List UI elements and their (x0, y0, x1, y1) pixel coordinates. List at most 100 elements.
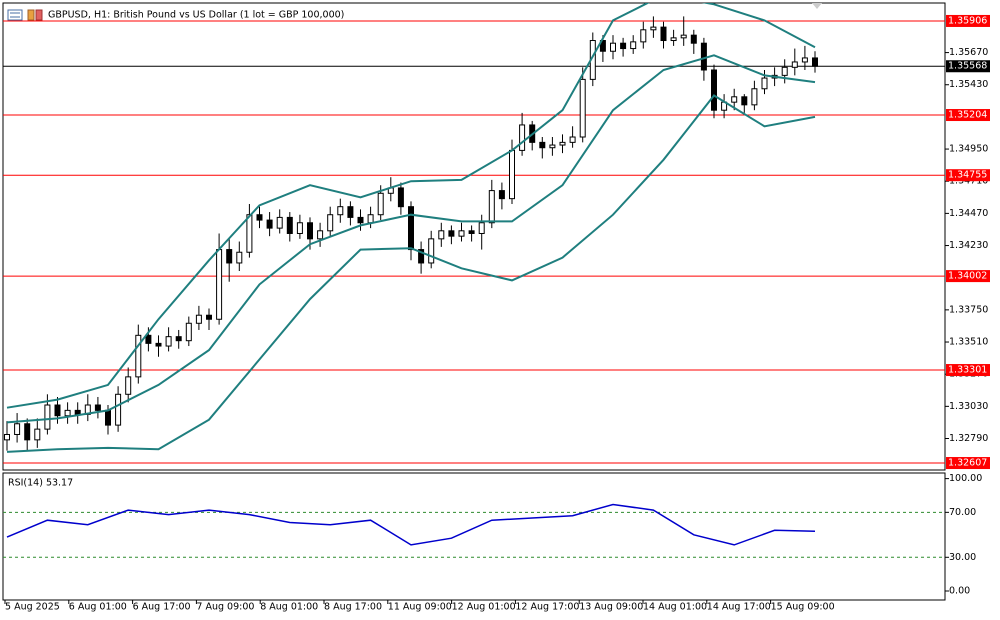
candle-body (579, 78, 586, 138)
candle-body (256, 214, 263, 221)
candle-body (630, 41, 637, 50)
candle-body (226, 249, 233, 264)
candle-body (660, 26, 667, 42)
candle-body (791, 61, 798, 68)
level-label: 1.34002 (948, 271, 987, 282)
candle-body (812, 57, 818, 67)
candle-body (195, 314, 202, 324)
scroll-marker (812, 3, 822, 9)
y-tick-label: 70.00 (949, 507, 976, 518)
current-price-box (946, 60, 990, 73)
y-tick-label: 0.00 (949, 586, 970, 597)
y-tick-label: 1.33030 (949, 401, 988, 412)
y-tick-label: 100.00 (949, 473, 982, 484)
candle-body (519, 124, 526, 151)
candle-body (206, 314, 212, 320)
indicator-line (6, 503, 816, 546)
candle-body (428, 238, 435, 264)
candle-body (599, 40, 606, 52)
candle-body (246, 214, 253, 253)
level-label-box (946, 14, 990, 27)
candle-body (266, 219, 273, 229)
candle-body (115, 393, 122, 426)
candle-body (781, 66, 788, 76)
level-label: 1.35204 (948, 110, 987, 121)
plot-area (3, 503, 945, 558)
candle-body (24, 423, 31, 441)
candle-body (34, 428, 41, 441)
candle-body (155, 342, 162, 347)
candle-body (94, 404, 101, 411)
candle-body (74, 409, 81, 415)
candle-body (711, 69, 717, 111)
candle-body (680, 34, 687, 39)
main-pane (2, 2, 946, 471)
y-tick-label: 30.00 (949, 552, 976, 563)
toolbar-icons[interactable] (7, 9, 43, 21)
x-tick-label: 12 Aug 01:00 (452, 602, 516, 613)
candle-body (296, 222, 303, 234)
candle-body (650, 26, 657, 31)
menu-icon[interactable] (7, 9, 23, 21)
candle-body (307, 222, 313, 240)
x-tick-label: 15 Aug 09:00 (771, 602, 835, 613)
candle-body (175, 336, 182, 342)
level-label: 1.32607 (948, 458, 987, 469)
candle-body (539, 141, 546, 149)
x-tick-label: 6 Aug 01:00 (69, 602, 127, 613)
candle-body (418, 249, 425, 264)
level-label: 1.33301 (948, 365, 987, 376)
candle-body (458, 230, 465, 237)
level-label-box (946, 270, 990, 283)
x-tick-label: 6 Aug 17:00 (133, 602, 191, 613)
candle-body (276, 216, 283, 229)
candle-body (690, 34, 697, 44)
candle-body (54, 404, 61, 417)
candle-body (700, 42, 707, 71)
candle-body (761, 77, 768, 90)
candle-body (125, 376, 132, 395)
candle-body (549, 144, 556, 149)
level-label-box (946, 364, 990, 377)
candle-body (165, 336, 172, 347)
candle-body (751, 88, 758, 106)
y-tick-label: 1.35430 (949, 79, 988, 90)
candle-body (741, 96, 748, 106)
level-label-box (946, 457, 990, 470)
rsi-title: RSI(14) 53.17 (8, 478, 73, 489)
candle-body (801, 57, 808, 63)
x-tick-label: 8 Aug 17:00 (324, 602, 382, 613)
candle-body (438, 230, 445, 240)
candle-body (337, 206, 344, 216)
chart-title: GBPUSD, H1: British Pound vs US Dollar (… (48, 10, 344, 21)
candle-body (569, 136, 576, 143)
y-tick-label: 1.34950 (949, 144, 988, 155)
candle-body (286, 216, 293, 234)
candle-body (448, 230, 455, 237)
indicator-line (6, 54, 816, 424)
chart-icon[interactable] (27, 9, 35, 21)
x-tick-label: 13 Aug 09:00 (579, 602, 643, 613)
y-tick-label: 1.32790 (949, 433, 988, 444)
candle-body (4, 433, 10, 441)
x-tick-label: 7 Aug 09:00 (196, 602, 254, 613)
indicator-line (6, 94, 816, 453)
y-tick-label: 1.33510 (949, 337, 988, 348)
level-label: 1.34755 (948, 170, 987, 181)
candle-body (64, 409, 71, 417)
candle-body (367, 214, 374, 224)
candle-body (610, 42, 616, 52)
x-tick-label: 8 Aug 01:00 (260, 602, 318, 613)
candle-body (731, 96, 738, 103)
x-tick-label: 14 Aug 01:00 (643, 602, 707, 613)
candle-body (347, 206, 354, 218)
candle-body (509, 149, 515, 200)
chart-icon[interactable] (35, 9, 43, 21)
candle-body (468, 230, 475, 234)
y-tick-label: 1.34230 (949, 240, 988, 251)
x-tick-label: 14 Aug 17:00 (707, 602, 771, 613)
y-tick-label: 1.34710 (949, 176, 988, 187)
